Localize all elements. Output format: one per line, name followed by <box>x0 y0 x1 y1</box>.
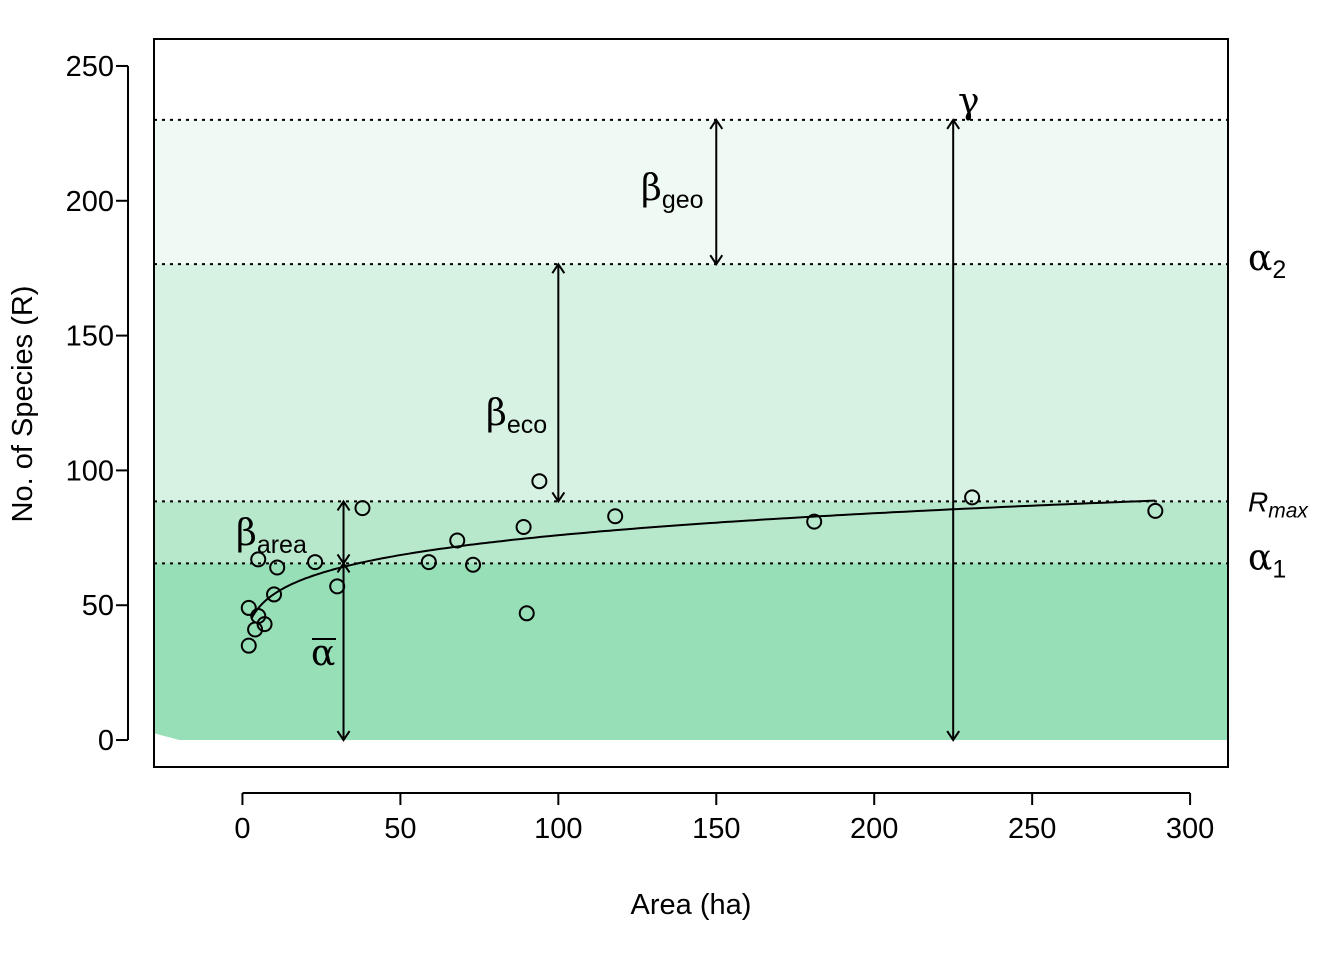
arrowhead-bottom-beta-eco <box>551 491 566 504</box>
x-tick-label-200: 200 <box>850 813 898 845</box>
y-tick-label-200: 200 <box>66 186 114 218</box>
right-label-alpha-1-symbol: α <box>1248 537 1272 578</box>
x-axis-title: Area (ha) <box>631 889 752 921</box>
arrowhead-bottom-alpha-bar <box>336 730 351 742</box>
label-beta-area: βarea <box>236 513 307 559</box>
label-beta-geo: βgeo <box>641 168 704 214</box>
data-point-6 <box>266 586 283 603</box>
right-label-alpha-2-subscript: 2 <box>1272 256 1286 284</box>
label-beta-geo-subscript: geo <box>662 186 704 214</box>
arrowhead-top-beta-eco <box>551 262 566 274</box>
x-tick-label-0: 0 <box>234 813 250 845</box>
right-label-alpha-1-subscript: 1 <box>1272 555 1286 583</box>
data-point-0 <box>240 599 257 616</box>
right-label-r-max: Rmax <box>1248 486 1309 522</box>
y-axis-title: No. of Species (R) <box>7 286 39 523</box>
data-point-20 <box>1147 502 1164 519</box>
arrowhead-top-gamma <box>946 118 961 130</box>
y-tick-label-250: 250 <box>66 51 114 83</box>
data-point-7 <box>269 559 286 576</box>
arrowhead-top-beta-geo <box>709 118 724 130</box>
data-point-8 <box>307 554 324 571</box>
data-point-5 <box>256 616 273 633</box>
label-beta-eco-symbol: β <box>486 393 507 434</box>
label-beta-area-subscript: area <box>257 531 307 559</box>
data-point-13 <box>465 556 482 573</box>
y-axis: 0 50 100 150 200 250 <box>66 51 129 757</box>
label-gamma-symbol: γ <box>958 81 980 122</box>
data-point-4 <box>250 551 267 568</box>
data-points <box>240 473 1164 654</box>
right-label-alpha-2-symbol: α <box>1248 238 1272 279</box>
y-tick-label-50: 50 <box>82 590 114 622</box>
x-axis: 0 50 100 150 200 250 300 <box>234 792 1214 845</box>
right-label-r-max-subscript: max <box>1268 499 1309 522</box>
diversity-bands <box>154 119 1228 741</box>
data-point-12 <box>449 532 466 549</box>
y-tick-label-150: 150 <box>66 321 114 353</box>
data-point-16 <box>531 473 548 490</box>
data-point-18 <box>806 513 823 530</box>
data-point-1 <box>240 637 257 654</box>
arrowhead-top-beta-area <box>336 499 351 511</box>
arrowhead-bottom-beta-geo <box>709 254 724 266</box>
fitted-species-area-curve <box>251 499 1156 619</box>
data-point-19 <box>964 489 981 506</box>
data-point-14 <box>515 519 532 536</box>
dotted-level-lines <box>154 118 1228 565</box>
label-beta-geo-symbol: β <box>641 168 662 209</box>
plot-frame <box>153 38 1229 768</box>
x-tick-label-250: 250 <box>1008 813 1056 845</box>
band-beta-eco <box>154 264 1228 502</box>
x-tick-label-150: 150 <box>692 813 740 845</box>
x-tick-label-100: 100 <box>534 813 582 845</box>
y-tick-label-100: 100 <box>66 455 114 487</box>
diversity-arrows <box>336 118 961 742</box>
data-point-15 <box>518 605 535 622</box>
band-beta-area <box>154 501 1228 564</box>
x-tick-label-50: 50 <box>384 813 416 845</box>
data-point-10 <box>354 500 371 517</box>
right-label-alpha-2: α2 <box>1248 238 1286 284</box>
right-label-alpha-1: α1 <box>1248 537 1286 583</box>
band-beta-geo <box>154 119 1228 265</box>
data-point-11 <box>420 554 437 571</box>
label-gamma: γ <box>958 81 980 122</box>
band-alpha-bar <box>154 563 1228 741</box>
arrowhead-top-alpha-bar <box>336 561 351 573</box>
arrowhead-bottom-gamma <box>946 730 961 742</box>
y-tick-label-0: 0 <box>98 725 114 757</box>
label-beta-eco-subscript: eco <box>507 411 547 439</box>
label-beta-eco: βeco <box>486 393 547 439</box>
right-label-r-max-symbol: R <box>1248 486 1268 517</box>
label-beta-area-symbol: β <box>236 513 257 554</box>
data-point-17 <box>607 508 624 525</box>
x-tick-label-300: 300 <box>1166 813 1214 845</box>
